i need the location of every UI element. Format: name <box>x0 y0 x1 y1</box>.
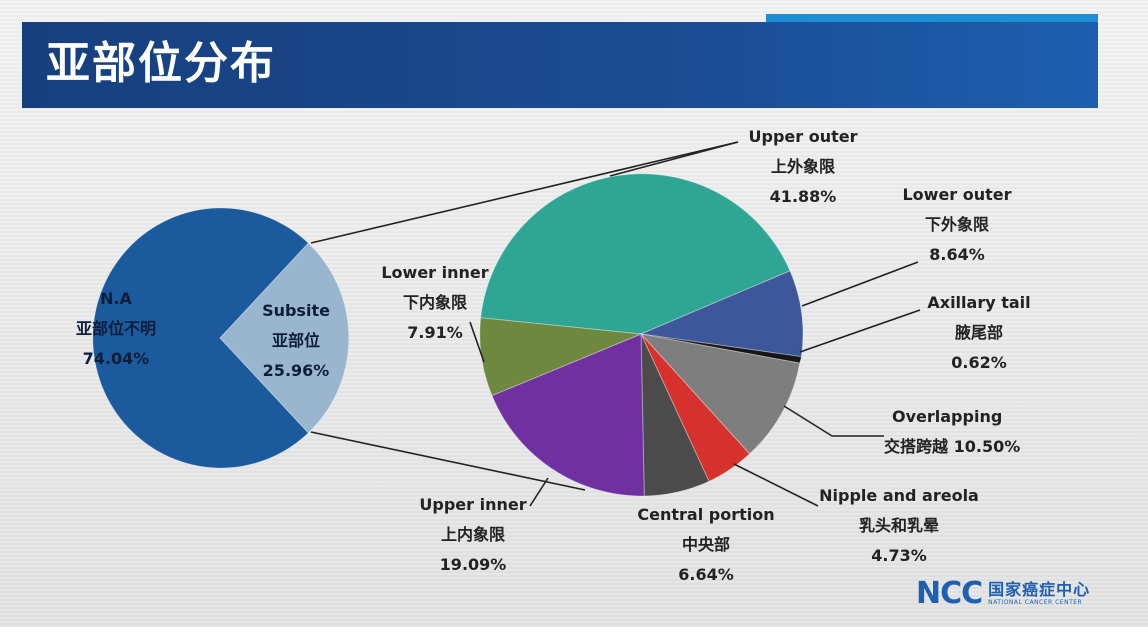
slice-label-lower-outer-en: Lower outer <box>902 185 1012 204</box>
right-pie-slice-axillary-tail <box>640 333 802 364</box>
slice-label-axillary-tail: Axillary tail 腋尾部 0.62% <box>914 288 1044 378</box>
connector-bottom <box>310 431 586 491</box>
right-pie-slice-nipple-and-areola <box>640 333 751 483</box>
right-pie-slice-overlapping <box>639 333 801 455</box>
slice-value-nipple-areola: 4.73% <box>871 546 927 565</box>
slice-label-axillary-tail-cn: 腋尾部 <box>954 323 1003 342</box>
slice-label-upper-outer-cn: 上外象限 <box>770 157 835 176</box>
leader-overlapping-1 <box>783 405 833 437</box>
ncc-logo-mark: NCC <box>916 576 983 611</box>
slice-value-lower-inner: 7.91% <box>407 323 463 342</box>
title-bar <box>22 22 1098 108</box>
slice-label-overlapping: Overlapping 交搭跨越 10.50% <box>884 402 1056 462</box>
leader-upper-outer <box>609 141 739 177</box>
slice-value-lower-outer: 8.64% <box>929 245 985 264</box>
slice-label-upper-outer-en: Upper outer <box>748 127 858 146</box>
slice-label-na-cn: 亚部位不明 <box>75 319 156 338</box>
ncc-logo-text: 国家癌症中心 NATIONAL CANCER CENTER <box>988 581 1090 607</box>
ncc-logo-name-cn: 国家癌症中心 <box>988 580 1091 599</box>
leader-nipple-areola <box>733 463 819 507</box>
slice-label-lower-inner-cn: 下内象限 <box>402 293 467 312</box>
slice-label-central-portion-cn: 中央部 <box>681 535 730 554</box>
slice-label-central-portion-en: Central portion <box>637 505 775 524</box>
slice-label-overlapping-cn: 交搭跨越 <box>884 437 949 456</box>
slice-label-overlapping-line2: 交搭跨越 10.50% <box>884 432 1056 462</box>
leader-lower-inner <box>469 321 485 363</box>
slice-label-na-en: N.A <box>100 289 132 308</box>
slice-value-central-portion: 6.64% <box>678 565 734 584</box>
slice-label-na: N.A 亚部位不明 74.04% <box>56 284 176 374</box>
left-pie-slice-subsite <box>219 242 350 434</box>
slice-value-na: 74.04% <box>82 349 150 368</box>
leader-axillary-tail <box>799 309 921 353</box>
slide-title: 亚部位分布 <box>46 38 276 89</box>
slice-value-overlapping: 10.50% <box>953 437 1021 456</box>
slice-label-upper-outer: Upper outer 上外象限 41.88% <box>738 122 868 212</box>
slice-label-subsite-cn: 亚部位 <box>271 331 320 350</box>
right-pie-slice-lower-outer <box>639 270 804 358</box>
right-pie-slice-upper-outer <box>480 173 791 335</box>
slice-label-subsite-en: Subsite <box>262 301 330 320</box>
slice-label-nipple-areola-en: Nipple and areola <box>819 486 979 505</box>
slice-label-nipple-areola-cn: 乳头和乳晕 <box>858 516 939 535</box>
slice-value-upper-inner: 19.09% <box>439 555 507 574</box>
left-pie-chart <box>92 207 350 469</box>
slice-label-subsite: Subsite 亚部位 25.96% <box>248 296 344 386</box>
leader-lower-outer <box>801 261 919 307</box>
left-pie-slice-n-a <box>92 207 309 469</box>
right-pie-slice-central-portion <box>640 333 710 497</box>
slice-label-overlapping-en: Overlapping <box>892 407 1003 426</box>
slice-label-lower-outer: Lower outer 下外象限 8.64% <box>892 180 1022 270</box>
slice-label-nipple-areola: Nipple and areola 乳头和乳晕 4.73% <box>806 481 992 571</box>
connector-lines <box>310 141 921 507</box>
right-pie-slice-lower-inner <box>479 317 642 397</box>
slice-label-upper-inner-cn: 上内象限 <box>440 525 505 544</box>
ncc-logo-name-en: NATIONAL CANCER CENTER <box>988 599 1083 606</box>
slice-label-upper-inner-en: Upper inner <box>419 495 527 514</box>
ncc-logo: NCC 国家癌症中心 NATIONAL CANCER CENTER <box>916 576 1090 612</box>
slice-value-upper-outer: 41.88% <box>769 187 837 206</box>
slice-label-lower-outer-cn: 下外象限 <box>924 215 989 234</box>
right-pie-chart <box>479 173 804 497</box>
slice-label-lower-inner-en: Lower inner <box>381 263 489 282</box>
ncc-logo-mark-text: NCC <box>916 576 983 611</box>
leader-upper-inner <box>529 477 549 507</box>
slice-value-subsite: 25.96% <box>262 361 330 380</box>
connector-top <box>310 141 739 244</box>
slice-label-central-portion: Central portion 中央部 6.64% <box>626 500 786 590</box>
slice-value-axillary-tail: 0.62% <box>951 353 1007 372</box>
slice-label-upper-inner: Upper inner 上内象限 19.09% <box>408 490 538 580</box>
right-pie-slice-upper-inner <box>491 333 645 497</box>
slice-label-axillary-tail-en: Axillary tail <box>927 293 1031 312</box>
slice-label-lower-inner: Lower inner 下内象限 7.91% <box>372 258 498 348</box>
